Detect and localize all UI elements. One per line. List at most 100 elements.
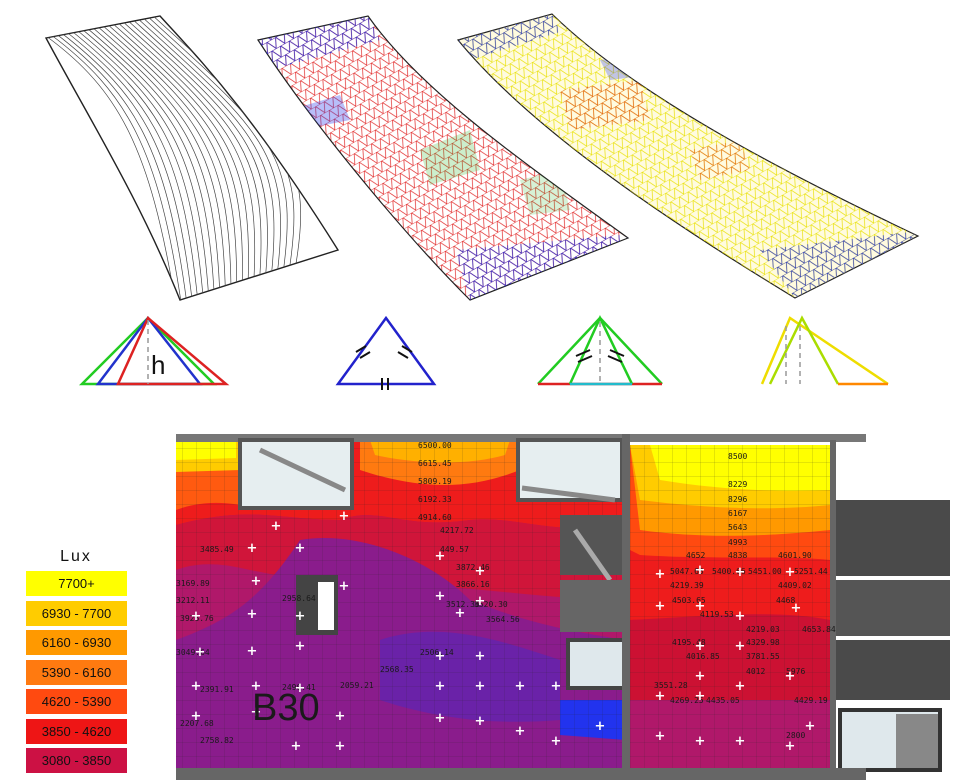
isosceles-triangle-diagram [537, 315, 663, 386]
sensor-marker: + [735, 639, 746, 654]
illuminance-value: 5400.66 [712, 567, 746, 576]
sensor-marker: + [655, 567, 666, 582]
illuminance-value: 2800 [786, 731, 805, 740]
sensor-marker: + [295, 681, 306, 696]
illuminance-value: 2758.82 [200, 736, 234, 745]
illuminance-value: 4435.05 [706, 696, 740, 705]
contour-line [80, 22, 221, 294]
illuminance-value: 2391.91 [200, 685, 234, 694]
illuminance-value: 8500 [728, 452, 747, 461]
sensor-marker: + [295, 609, 306, 624]
room-2-heatmap [630, 445, 830, 780]
illuminance-value: 2059.21 [340, 681, 374, 690]
illuminance-value: 2958.64 [282, 594, 316, 603]
illuminance-value: 3551.28 [654, 681, 688, 690]
sensor-marker: + [785, 669, 796, 684]
contour-line [54, 32, 187, 299]
sensor-marker: + [455, 606, 466, 621]
sensor-marker: + [435, 589, 446, 604]
sensor-marker: + [515, 679, 526, 694]
illuminance-value: 5643 [728, 523, 747, 532]
illuminance-value: 5451.00 [748, 567, 782, 576]
sensor-marker: + [251, 574, 262, 589]
illuminance-value: 4993 [728, 538, 747, 547]
stress-mesh-surface [257, 15, 630, 301]
equilateral-triangle-diagram [335, 315, 437, 390]
sensor-marker: + [785, 565, 796, 580]
illuminance-value: 6500.00 [418, 441, 452, 450]
illuminance-value: 3781.55 [746, 652, 780, 661]
illuminance-value: 4016.85 [686, 652, 720, 661]
contour-line [98, 16, 243, 291]
legend-bin: 3080 - 3850 [26, 748, 127, 775]
skewed-triangle-diagram [760, 315, 889, 386]
illuminance-value: 4652 [686, 551, 705, 560]
sensor-marker: + [435, 649, 446, 664]
illuminance-value: 3872.46 [456, 563, 490, 572]
contour-line [107, 16, 256, 289]
illuminance-value: 2568.35 [380, 665, 414, 674]
sensor-marker: + [695, 639, 706, 654]
contour-line [111, 16, 262, 289]
room-1-value-labels: 6500.00 6615.45 5809.19 6192.33 4914.60 4217.… [340, 441, 520, 690]
illuminance-value: 6167 [728, 509, 747, 518]
legend-bin: 3850 - 4620 [26, 718, 127, 746]
sensor-marker: + [655, 689, 666, 704]
illuminance-value: 2207.68 [180, 719, 214, 728]
sensor-marker: + [291, 739, 302, 754]
sensor-marker: + [695, 734, 706, 749]
sensor-marker: + [475, 594, 486, 609]
illuminance-value: 8296 [728, 495, 747, 504]
sensor-marker: + [247, 607, 258, 622]
illuminance-value: 4119.53 [700, 610, 734, 619]
sensor-marker: + [295, 541, 306, 556]
sensor-marker: + [475, 649, 486, 664]
legend-bin: 4620 - 5390 [26, 689, 127, 716]
contour-line [120, 16, 275, 287]
sensor-marker: + [247, 541, 258, 556]
sensor-marker: + [735, 734, 746, 749]
legend-bin: 7700+ [26, 571, 127, 598]
legend-bin: 6930 - 7700 [26, 600, 127, 628]
illuminance-value: 4409.02 [778, 581, 812, 590]
legend-bin: 5390 - 6160 [26, 659, 127, 687]
sensor-marker: + [475, 714, 486, 729]
sensor-marker: + [515, 724, 526, 739]
contour-line [85, 21, 226, 293]
sensor-marker: + [191, 679, 202, 694]
illuminance-value: 449.57 [440, 545, 469, 554]
zone-label: B30 [252, 687, 320, 729]
illuminance-floor-plan: 6500.00 6615.45 5809.19 6192.33 4914.60 4217.… [176, 434, 950, 780]
sensor-marker: + [695, 599, 706, 614]
contour-line [76, 24, 215, 295]
room-2-value-labels: 8500 8229 8296 6167 5643 4993 4652 4838 4601.90 5… [654, 452, 836, 740]
illuminance-value: 3512.36 [446, 600, 480, 609]
sensor-marker: + [655, 729, 666, 744]
illuminance-value: 2506.14 [420, 648, 454, 657]
sensor-marker: + [247, 644, 258, 659]
sensor-marker: + [695, 669, 706, 684]
walls [176, 434, 950, 780]
sensor-marker: + [335, 739, 346, 754]
illuminance-value: 4601.90 [778, 551, 812, 560]
illuminance-value: 4468 [776, 596, 795, 605]
sensor-marker: + [551, 734, 562, 749]
sensor-markers: + + + + + + + + + + + + + + + + + + + + + + + + + + + + + + + + + + + + + + + +… [191, 509, 816, 754]
sensor-marker: + [791, 601, 802, 616]
illuminance-value: 5251.44 [794, 567, 828, 576]
illuminance-value: 4653.84 [802, 625, 836, 634]
sensor-marker: + [191, 609, 202, 624]
sensor-marker: + [339, 579, 350, 594]
sensor-marker: + [785, 739, 796, 754]
illuminance-value: 5809.19 [418, 477, 452, 486]
sensor-marker: + [475, 679, 486, 694]
illuminance-value: 4838 [728, 551, 747, 560]
illuminance-value: 2490.41 [282, 683, 316, 692]
illuminance-value: 5047.63 [670, 567, 704, 576]
sensor-marker: + [735, 565, 746, 580]
sensor-marker: + [805, 719, 816, 734]
illuminance-value: 6615.45 [418, 459, 452, 468]
illuminance-value: 5976 [786, 667, 805, 676]
contour-line [50, 34, 181, 300]
contour-line [89, 19, 232, 293]
